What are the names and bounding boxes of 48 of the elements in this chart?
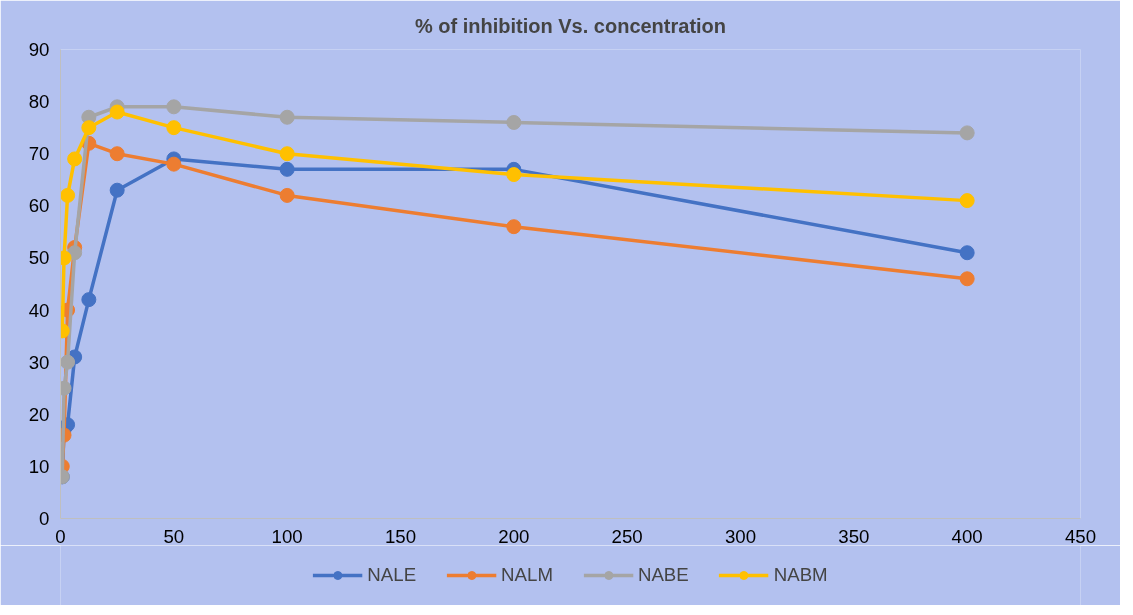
x-tick-label: 450 [1064,525,1097,547]
x-tick-label: 150 [384,525,417,547]
point [166,156,182,172]
point [506,219,522,235]
legend-label: NABM [773,564,828,586]
point [959,245,975,261]
y-tick-label: 70 [28,143,50,165]
legend-label: NALE [367,564,417,586]
chart-title: % of inhibition Vs. concentration [414,15,727,37]
point [166,99,182,115]
point [506,114,522,130]
point [506,167,522,183]
point [959,271,975,287]
y-tick-label: 30 [28,351,50,373]
x-tick-label: 50 [163,525,185,547]
x-tick-label: 0 [55,525,66,547]
point [81,120,97,136]
point [959,193,975,209]
legend-label: NABE [637,564,689,586]
point [60,354,76,370]
y-tick-label: 20 [28,403,50,425]
point [109,182,125,198]
y-tick-label: 0 [39,508,50,529]
x-tick-label: 350 [838,525,870,547]
x-tick-label: 200 [498,525,530,547]
x-tick-label: 400 [951,525,983,547]
legend-label: NALM [501,564,553,586]
point [67,245,83,261]
x-tick-label: 250 [611,525,643,547]
y-tick-label: 90 [28,39,50,60]
y-tick-label: 10 [28,455,50,477]
point [959,125,975,141]
x-tick-label: 100 [271,525,303,547]
point [81,292,97,308]
point [279,187,295,203]
point [166,120,182,136]
y-tick-label: 50 [28,247,50,269]
y-tick-label: 40 [28,299,50,321]
y-tick-label: 80 [28,91,50,113]
y-tick-label: 60 [28,195,50,217]
point [109,104,125,120]
x-tick-label: 300 [724,525,757,547]
point [279,109,295,125]
point [60,187,76,203]
point [279,146,295,162]
point [109,146,125,162]
point [67,151,83,167]
point [279,161,295,177]
